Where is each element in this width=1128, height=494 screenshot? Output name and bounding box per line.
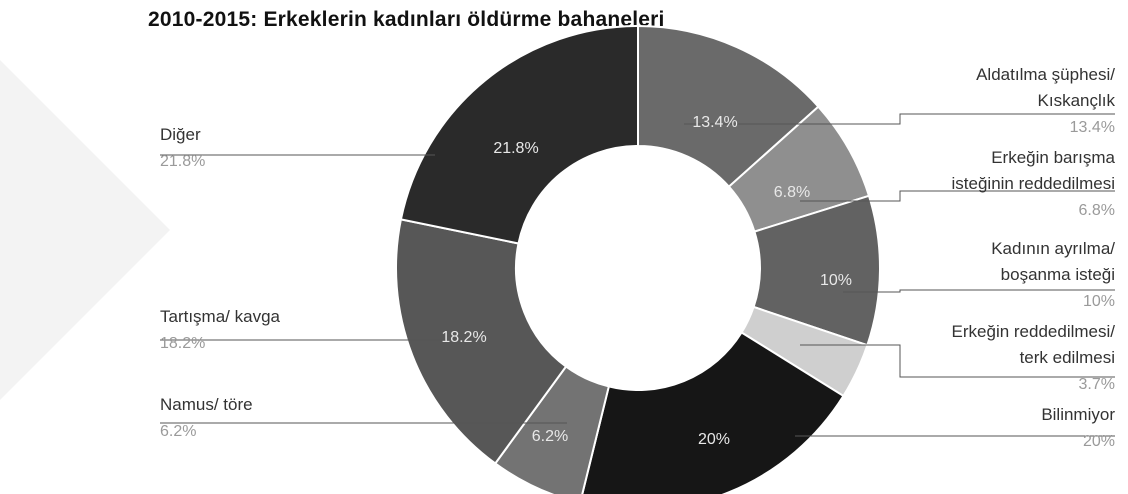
donut-slice [581,331,845,494]
leader-line [843,289,1115,293]
slice-category-label: Namus/ töre [160,395,253,414]
slice-category-label: boşanma isteği [1001,265,1115,284]
slice-category-label: Kadının ayrılma/ [991,239,1115,258]
slice-category-label: Erkeğin barışma [991,148,1115,167]
chart-title: 2010-2015: Erkeklerin kadınları öldürme … [148,8,665,31]
donut-slice [399,24,639,245]
leader-line [800,190,1115,202]
leader-line [684,113,1115,125]
slice-category-label: Aldatılma şüphesi/ [976,65,1115,84]
slice-percent-label: 13.4% [1070,119,1115,136]
slice-inner-label: 6.8% [774,184,810,201]
slice-category-label: Erkeğin reddedilmesi/ [952,322,1116,341]
slice-category-label: Kıskançlık [1038,91,1116,110]
slice-labels: Aldatılma şüphesi/Kıskançlık 13.4% 13.4% Er… [160,65,1116,450]
slice-category-label: Bilinmiyor [1041,405,1115,424]
slice-percent-label: 6.8% [1079,202,1115,219]
slice-percent-label: 18.2% [160,335,205,352]
slice-inner-label: 18.2% [441,329,486,346]
leader-lines [160,113,1115,437]
donut-slices [395,24,881,494]
slice-inner-label: 20% [698,431,730,448]
slice-category-label: Tartışma/ kavga [160,307,281,326]
slice-category-label: terk edilmesi [1020,348,1115,367]
slice-inner-label: 21.8% [493,140,538,157]
slice-percent-label: 21.8% [160,153,205,170]
slice-percent-label: 10% [1083,293,1115,310]
slice-category-label: isteğinin reddedilmesi [952,174,1115,193]
slice-inner-label: 6.2% [532,428,568,445]
slice-inner-label: 13.4% [692,114,737,131]
donut-slice [395,218,568,465]
slice-percent-label: 3.7% [1079,376,1115,393]
slice-percent-label: 6.2% [160,423,196,440]
slice-inner-label: 10% [820,272,852,289]
leader-line [800,344,1115,378]
slice-category-label: Diğer [160,125,201,144]
slice-percent-label: 20% [1083,433,1115,450]
background-watermark-shape [0,60,170,400]
